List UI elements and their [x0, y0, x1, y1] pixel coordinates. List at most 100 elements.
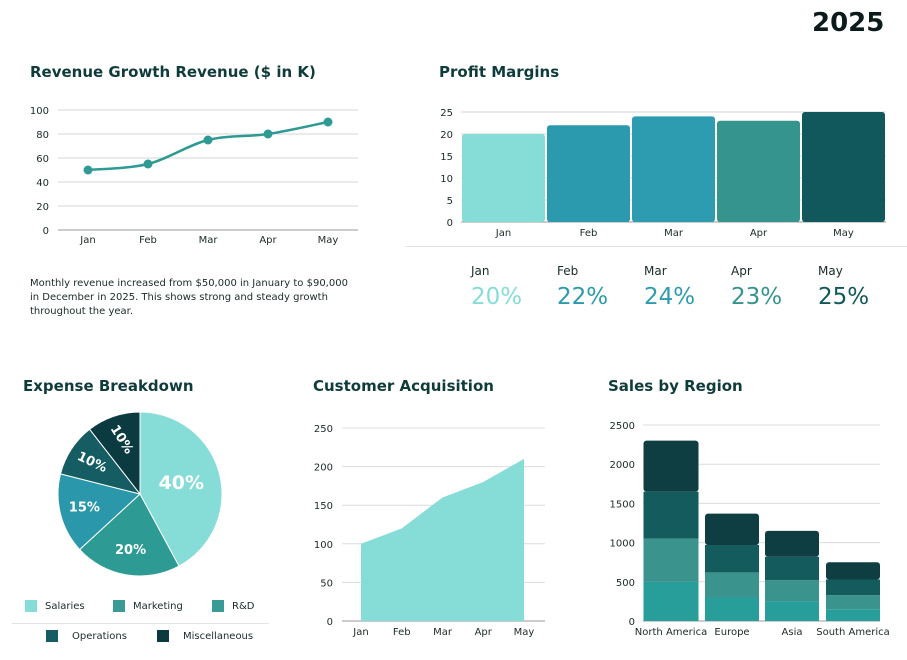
customer-y-tick-label: 100 [314, 540, 333, 551]
profit-x-tick-label: May [833, 228, 854, 239]
expense-chart-title: Expense Breakdown [23, 377, 194, 395]
revenue-chart-title: Revenue Growth Revenue ($ in K) [30, 63, 316, 81]
revenue-data-point [323, 117, 333, 127]
profit-margin-item: Apr 23% [731, 264, 811, 310]
sales-bar-segment [765, 530, 819, 557]
legend-item: Marketing [113, 600, 183, 612]
profit-margin-item: Jan 20% [471, 264, 551, 310]
pie-slice-label: 40% [159, 472, 204, 494]
legend-item: Operations [46, 630, 127, 642]
sales-bar-segment [765, 601, 819, 621]
profit-bar [802, 112, 885, 222]
revenue-x-tick-label: Jan [79, 235, 95, 246]
profit-y-tick-label: 15 [440, 152, 453, 163]
revenue-y-tick-label: 40 [36, 178, 49, 189]
pie-slice-salaries [139, 411, 223, 567]
revenue-x-tick-label: May [318, 235, 339, 246]
profit-margin-value: 22% [557, 284, 609, 310]
legend-item: Salaries [25, 600, 85, 612]
legend-swatch [113, 600, 125, 612]
revenue-y-tick-label: 100 [30, 106, 49, 117]
sales-bar-segment [826, 562, 880, 580]
pie-slice-label: 15% [69, 501, 100, 516]
profit-margin-month: Feb [557, 264, 579, 278]
sales-bar-segment [826, 595, 880, 610]
profit-x-tick-label: Apr [750, 228, 768, 239]
customer-x-tick-label: May [514, 627, 535, 638]
sales-y-tick-label: 1500 [610, 499, 635, 510]
pie-slice-label: 20% [115, 543, 146, 558]
profit-chart-title: Profit Margins [439, 63, 560, 81]
sales-bar-segment [643, 581, 699, 621]
sales-bar-segment [765, 556, 819, 581]
legend-swatch [212, 600, 224, 612]
pie-slice-miscellaneous [88, 411, 141, 496]
profit-margin-value: 24% [644, 284, 696, 310]
profit-x-tick-label: Feb [580, 228, 598, 239]
customer-y-tick-label: 250 [314, 424, 333, 435]
profit-margin-value: 23% [731, 284, 783, 310]
sales-bar-segment [705, 544, 759, 573]
customer-area [361, 458, 524, 621]
legend-label: Operations [72, 630, 127, 642]
profit-x-tick-label: Mar [664, 228, 684, 239]
sales-bar-segment [705, 572, 759, 598]
pie-slice-r-d [57, 473, 142, 551]
sales-chart-title: Sales by Region [608, 377, 743, 395]
profit-margin-value: 25% [818, 284, 870, 310]
profit-margin-item: Feb 22% [557, 264, 637, 310]
revenue-x-tick-label: Mar [199, 235, 219, 246]
sales-y-tick-label: 2500 [610, 421, 635, 432]
revenue-series-line [87, 120, 329, 172]
profit-bar [717, 120, 800, 222]
profit-bar [632, 116, 715, 222]
profit-margin-item: May 25% [818, 264, 898, 310]
profit-y-tick-label: 10 [440, 174, 453, 185]
legend-swatch [46, 630, 58, 642]
legend-label: Salaries [45, 600, 85, 612]
sales-bar-segment [826, 609, 880, 621]
sales-y-tick-label: 2000 [610, 460, 635, 471]
profit-x-tick-label: Jan [495, 228, 511, 239]
customer-y-tick-label: 150 [314, 501, 333, 512]
profit-margin-month: Apr [731, 264, 752, 278]
revenue-x-tick-label: Feb [139, 235, 157, 246]
legend-swatch [25, 600, 37, 612]
legend-item: Miscellaneous [157, 630, 253, 642]
sales-bar-segment [643, 491, 699, 539]
revenue-y-tick-label: 60 [36, 154, 49, 165]
customer-y-tick-label: 0 [327, 617, 333, 628]
sales-bar-segment [705, 513, 759, 545]
customer-x-tick-label: Jan [352, 627, 368, 638]
sales-y-tick-label: 0 [629, 617, 635, 628]
legend-divider [12, 623, 269, 624]
sales-bar-segment [826, 579, 880, 596]
profit-margin-month: May [818, 264, 843, 278]
revenue-x-tick-label: Apr [259, 235, 277, 246]
sales-bar-segment [643, 440, 699, 492]
profit-y-tick-label: 25 [440, 108, 453, 119]
customer-y-tick-label: 200 [314, 463, 333, 474]
profit-margin-value: 20% [471, 284, 523, 310]
sales-x-tick-label: Asia [782, 627, 803, 638]
sales-bar-segment [643, 538, 699, 582]
sales-y-tick-label: 1000 [610, 539, 635, 550]
revenue-data-point [143, 159, 153, 169]
profit-bar [547, 125, 630, 222]
legend-swatch [157, 630, 169, 642]
profit-margin-item: Mar 24% [644, 264, 724, 310]
profit-y-tick-label: 0 [447, 218, 453, 229]
year-label: 2025 [812, 8, 885, 38]
customer-x-tick-label: Mar [433, 627, 453, 638]
customer-y-tick-label: 50 [320, 578, 333, 589]
legend-label: Miscellaneous [183, 630, 254, 642]
sales-y-tick-label: 500 [616, 578, 635, 589]
revenue-data-point [83, 165, 93, 175]
revenue-y-tick-label: 0 [43, 226, 49, 237]
revenue-y-tick-label: 20 [36, 202, 49, 213]
legend-label: Marketing [133, 600, 183, 612]
profit-y-tick-label: 20 [440, 130, 453, 141]
customer-x-tick-label: Feb [393, 627, 411, 638]
legend-item: R&D [212, 600, 254, 612]
